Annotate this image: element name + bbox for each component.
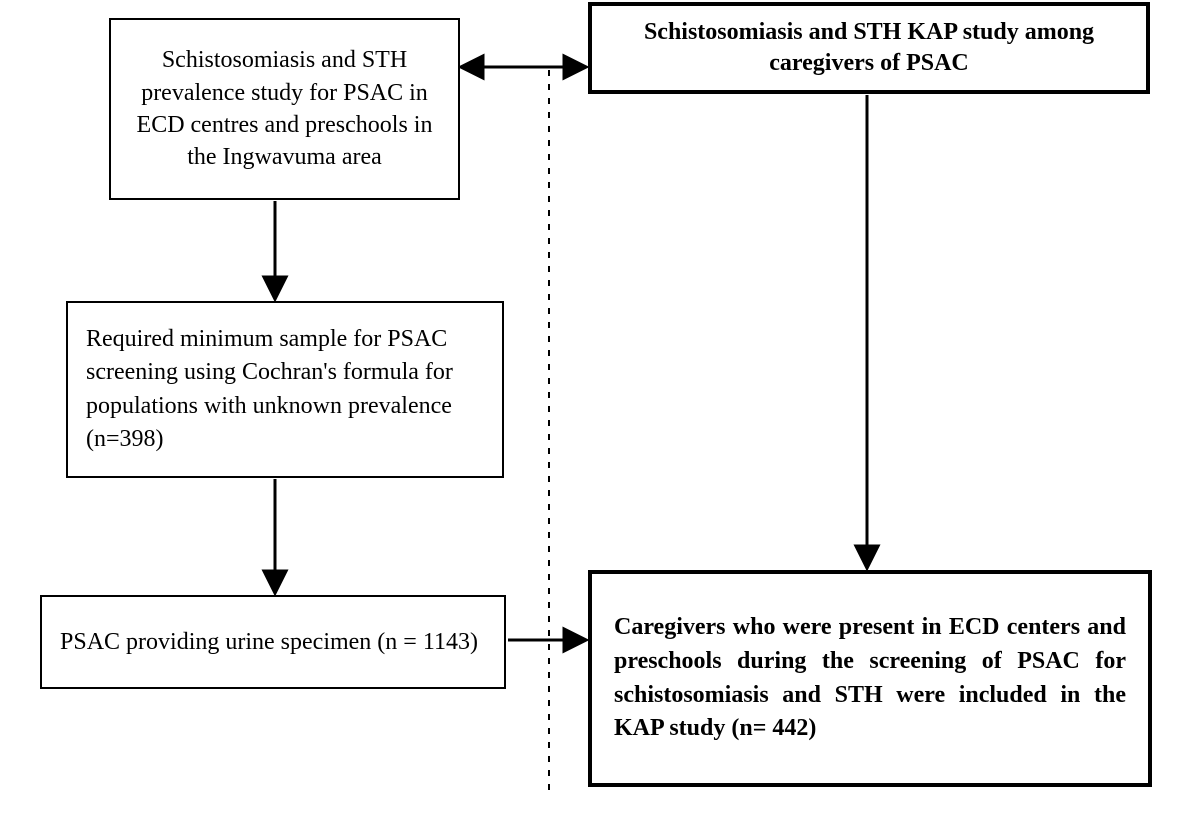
flowchart-canvas: Schistosomiasis and STH prevalence study… xyxy=(0,0,1181,816)
node-sample-size: Required minimum sample for PSAC screeni… xyxy=(66,301,504,478)
node-caregivers-included: Caregivers who were present in ECD cente… xyxy=(588,570,1152,787)
node-urine-specimen-label: PSAC providing urine specimen (n = 1143) xyxy=(60,626,486,658)
node-sample-size-label: Required minimum sample for PSAC screeni… xyxy=(86,323,484,455)
node-kap-study: Schistosomiasis and STH KAP study among … xyxy=(588,2,1150,94)
node-kap-study-label: Schistosomiasis and STH KAP study among … xyxy=(610,17,1128,79)
node-urine-specimen: PSAC providing urine specimen (n = 1143) xyxy=(40,595,506,689)
node-prevalence-study-label: Schistosomiasis and STH prevalence study… xyxy=(129,44,440,174)
node-caregivers-included-label: Caregivers who were present in ECD cente… xyxy=(614,611,1126,745)
node-prevalence-study: Schistosomiasis and STH prevalence study… xyxy=(109,18,460,200)
